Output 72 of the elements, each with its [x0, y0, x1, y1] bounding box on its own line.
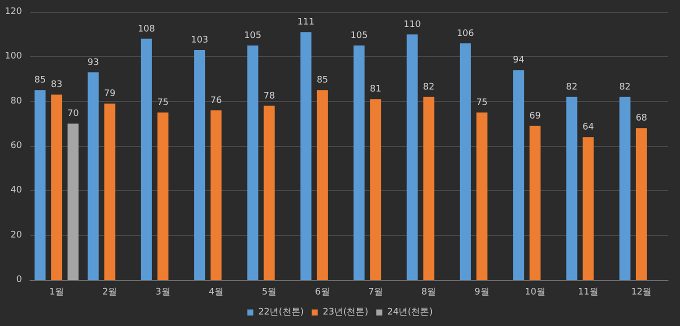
- data-label: 78: [264, 91, 276, 102]
- y-tick-label: 80: [10, 96, 22, 106]
- data-label: 81: [370, 84, 382, 95]
- x-tick-label: 8월: [421, 288, 436, 298]
- bar: [264, 106, 275, 280]
- bar: [316, 90, 328, 280]
- bar: [194, 50, 206, 280]
- data-label: 85: [316, 76, 328, 86]
- bar: [88, 72, 99, 280]
- x-tick-label: 7월: [368, 288, 383, 298]
- data-label: 83: [50, 80, 62, 90]
- bar: [210, 110, 222, 280]
- y-tick-label: 20: [10, 230, 22, 240]
- x-tick-label: 2월: [102, 288, 118, 298]
- y-tick-label: 120: [4, 7, 22, 17]
- data-label: 94: [512, 56, 525, 66]
- bar: [636, 128, 647, 280]
- bar: [423, 96, 434, 280]
- data-label: 79: [104, 89, 116, 100]
- data-label: 105: [350, 31, 368, 41]
- legend-label: 22년(천톤): [258, 308, 304, 318]
- data-label: 82: [423, 82, 434, 92]
- x-tick-label: 10월: [524, 288, 546, 298]
- bar: [582, 137, 594, 280]
- x-tick-label: 4월: [208, 288, 224, 298]
- data-label: 64: [582, 122, 594, 133]
- x-tick-label: 11월: [578, 288, 598, 298]
- bar: [513, 70, 524, 280]
- y-tick-label: 40: [10, 186, 22, 196]
- bar: [104, 104, 116, 280]
- data-label: 82: [566, 82, 578, 92]
- data-label: 75: [157, 98, 169, 108]
- legend-label: 24년(천톤): [387, 308, 433, 318]
- x-tick-label: 3월: [156, 288, 170, 298]
- x-tick-label: 1월: [49, 288, 64, 298]
- data-label: 76: [210, 96, 222, 106]
- data-label: 105: [244, 31, 262, 41]
- bar: [406, 34, 418, 280]
- data-label: 108: [138, 24, 156, 34]
- data-label: 103: [190, 35, 208, 46]
- data-label: 110: [404, 20, 422, 30]
- bar: [460, 43, 471, 280]
- data-label: 69: [529, 111, 542, 122]
- bar: [530, 126, 541, 280]
- legend-label: 23년(천톤): [322, 308, 368, 318]
- data-label: 85: [34, 76, 46, 86]
- data-label: 75: [476, 98, 488, 108]
- data-label: 106: [456, 28, 474, 39]
- bar: [157, 112, 168, 280]
- data-label: 111: [297, 18, 315, 28]
- bar: [370, 99, 382, 280]
- y-tick-label: 60: [10, 141, 22, 151]
- bar: [68, 124, 79, 280]
- bar: [140, 38, 152, 280]
- bar: [51, 94, 62, 280]
- bar: [354, 46, 365, 280]
- x-tick-label: 9월: [474, 288, 490, 298]
- x-tick-label: 12월: [631, 288, 652, 298]
- data-label: 82: [619, 82, 631, 92]
- y-tick-label: 100: [4, 52, 22, 62]
- bar: [566, 96, 578, 280]
- bar: [300, 32, 312, 280]
- x-tick-label: 5월: [262, 288, 277, 298]
- bar: [619, 96, 630, 280]
- data-label: 93: [88, 58, 99, 68]
- data-label: 70: [67, 109, 80, 120]
- bar: [34, 90, 46, 280]
- y-tick-label: 0: [16, 275, 22, 285]
- bar: [247, 46, 258, 280]
- bar: [476, 112, 488, 280]
- data-label: 68: [636, 114, 648, 124]
- x-tick-label: 6월: [315, 288, 330, 298]
